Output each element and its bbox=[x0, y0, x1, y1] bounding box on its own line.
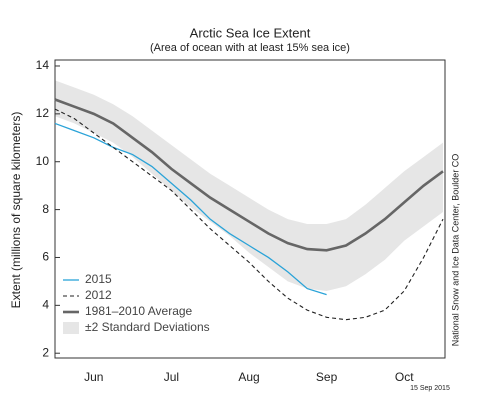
x-tick-label: Jun bbox=[84, 370, 103, 384]
plot-frame bbox=[54, 59, 446, 359]
chart-subtitle: (Area of ocean with at least 15% sea ice… bbox=[150, 42, 350, 54]
legend-label: 2012 bbox=[85, 288, 112, 302]
y-tick-label: 12 bbox=[36, 106, 50, 120]
x-tick-label: Sep bbox=[316, 370, 338, 384]
y-tick-label: 8 bbox=[42, 202, 49, 216]
x-tick-label: Aug bbox=[238, 370, 259, 384]
date-note: 15 Sep 2015 bbox=[410, 385, 450, 392]
y-tick-label: 4 bbox=[42, 298, 49, 312]
series-line bbox=[54, 98, 444, 252]
legend-swatch bbox=[63, 322, 79, 334]
y-tick-label: 2 bbox=[42, 345, 49, 359]
x-tick-label: Oct bbox=[395, 370, 414, 384]
chart-title: Arctic Sea Ice Extent bbox=[190, 25, 311, 40]
series-line bbox=[54, 122, 327, 296]
legend-label: ±2 Standard Deviations bbox=[85, 320, 210, 334]
y-tick-label: 6 bbox=[42, 250, 49, 264]
y-tick-label: 14 bbox=[36, 58, 50, 72]
x-tick-label: Jul bbox=[164, 370, 179, 384]
std-band bbox=[55, 80, 443, 291]
legend-label: 2015 bbox=[85, 272, 112, 286]
source-note: National Snow and Ice Data Center, Bould… bbox=[450, 154, 460, 347]
y-tick-label: 10 bbox=[36, 154, 50, 168]
legend-label: 1981–2010 Average bbox=[85, 304, 193, 318]
y-axis-label: Extent (millions of square kilometers) bbox=[9, 112, 23, 309]
series-line bbox=[54, 108, 444, 321]
